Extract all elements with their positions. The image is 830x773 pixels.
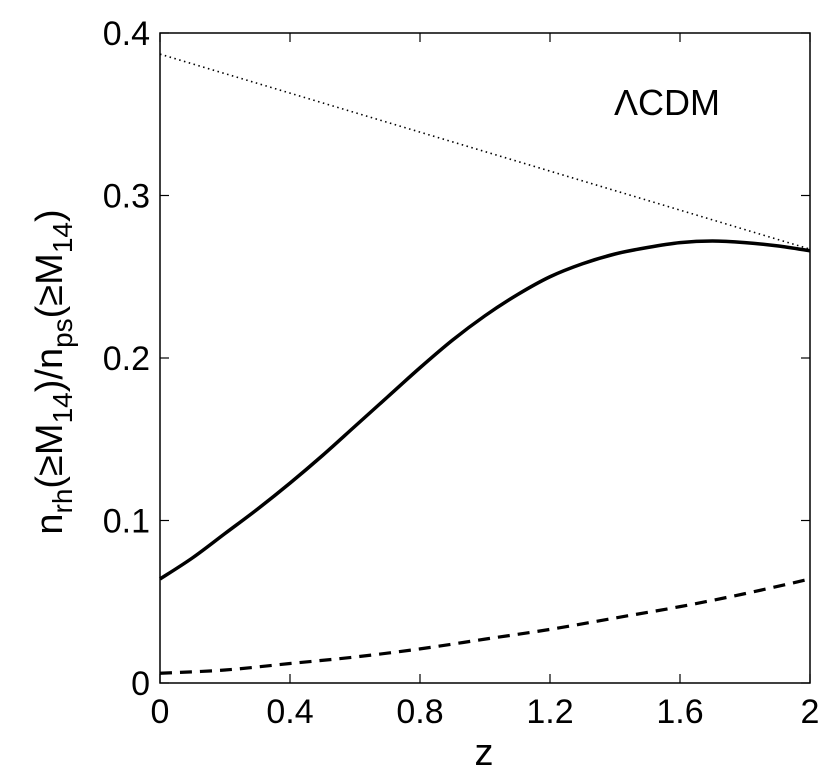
ticks-layer: 0 0.4 0.8 1.2 1.6 2 0 0.1 0.2 0.3 0.4 bbox=[103, 15, 820, 731]
x-tick-label: 0 bbox=[151, 693, 170, 731]
y-label-sub: 14 bbox=[47, 392, 78, 423]
y-axis-label: nrh(≥M14)/nps(≥M14) bbox=[29, 209, 78, 534]
x-tick-label: 0.8 bbox=[396, 693, 443, 731]
series-line-dotted bbox=[159, 53, 811, 250]
x-tick-label: 0.4 bbox=[266, 693, 313, 731]
y-tick-label: 0.3 bbox=[103, 178, 150, 216]
y-tick-label: 0.2 bbox=[103, 340, 150, 378]
y-tick-label: 0 bbox=[131, 665, 150, 703]
annotation-label: ΛCDM bbox=[614, 82, 720, 123]
y-label-part: ) bbox=[29, 209, 71, 222]
y-label-part: )/n bbox=[29, 348, 71, 392]
y-label-sub: ps bbox=[47, 318, 78, 348]
x-tick-label: 1.6 bbox=[656, 693, 703, 731]
y-label-part: (≥M bbox=[29, 253, 71, 318]
y-label-sub: 14 bbox=[47, 222, 78, 253]
plot-frame bbox=[159, 32, 811, 684]
y-label-part: (≥M bbox=[29, 423, 71, 488]
x-tick-label: 2 bbox=[801, 693, 820, 731]
plot-area bbox=[159, 32, 811, 684]
y-label-part: n bbox=[29, 514, 71, 535]
series-layer bbox=[159, 53, 811, 675]
labels-layer: ΛCDM z nrh(≥M14)/nps(≥M14) bbox=[29, 82, 720, 773]
x-tick-label: 1.2 bbox=[526, 693, 573, 731]
series-line-solid bbox=[159, 239, 811, 581]
x-axis-label: z bbox=[475, 732, 494, 773]
series-line-dashed bbox=[159, 577, 811, 675]
y-tick-label: 0.1 bbox=[103, 503, 150, 541]
y-tick-label: 0.4 bbox=[103, 15, 150, 53]
y-label-sub: rh bbox=[47, 489, 78, 514]
